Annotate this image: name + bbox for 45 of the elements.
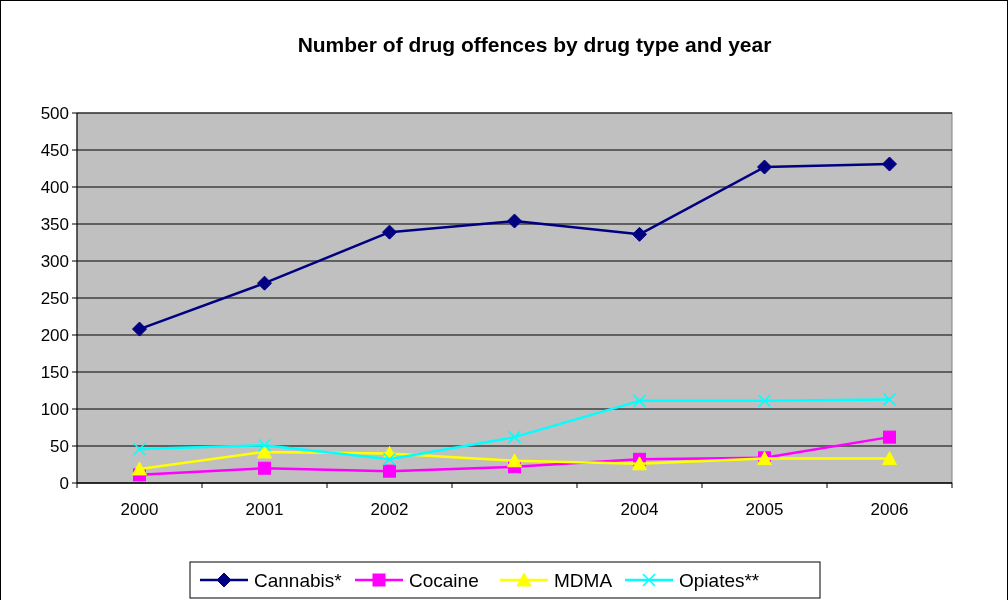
y-tick-label: 50 bbox=[50, 436, 69, 456]
x-tick-label: 2006 bbox=[870, 500, 909, 519]
y-tick-label: 300 bbox=[40, 251, 69, 271]
point bbox=[132, 442, 147, 456]
x-tick-label: 2005 bbox=[745, 500, 784, 519]
y-tick-label: 100 bbox=[40, 399, 69, 419]
point bbox=[882, 451, 897, 466]
y-tick-label: 400 bbox=[40, 177, 69, 197]
y-tick-label: 0 bbox=[59, 473, 69, 493]
legend-label: Opiates** bbox=[679, 569, 760, 591]
point bbox=[507, 430, 522, 444]
point bbox=[632, 226, 647, 242]
x-tick-label: 2003 bbox=[495, 500, 534, 519]
legend-label: Cocaine bbox=[409, 569, 479, 591]
point bbox=[258, 461, 271, 475]
point bbox=[257, 444, 272, 459]
y-tick-label: 500 bbox=[40, 103, 69, 123]
point bbox=[883, 430, 896, 444]
legend-label: MDMA bbox=[554, 569, 613, 591]
x-tick-label: 2002 bbox=[370, 500, 409, 519]
point bbox=[757, 159, 772, 175]
point bbox=[257, 275, 272, 291]
chart-title: Number of drug offences by drug type and year bbox=[297, 33, 772, 56]
point bbox=[382, 452, 397, 467]
point bbox=[757, 394, 772, 408]
x-tick-label: 2000 bbox=[120, 500, 159, 519]
legend-label: Cannabis* bbox=[254, 569, 343, 591]
point bbox=[882, 156, 897, 172]
point bbox=[882, 392, 897, 407]
point bbox=[383, 464, 396, 478]
y-tick-label: 150 bbox=[40, 362, 69, 382]
y-tick-label: 250 bbox=[40, 288, 69, 308]
y-tick-label: 450 bbox=[40, 140, 69, 160]
point bbox=[507, 453, 522, 468]
x-tick-label: 2001 bbox=[245, 500, 284, 519]
point bbox=[632, 456, 647, 471]
point bbox=[132, 461, 147, 476]
y-tick-label: 350 bbox=[40, 214, 69, 234]
y-tick-label: 200 bbox=[40, 325, 69, 345]
point bbox=[632, 394, 647, 408]
point bbox=[257, 438, 272, 453]
point bbox=[507, 213, 522, 229]
point bbox=[132, 321, 147, 337]
x-tick-label: 2004 bbox=[620, 500, 659, 519]
point bbox=[382, 224, 397, 240]
